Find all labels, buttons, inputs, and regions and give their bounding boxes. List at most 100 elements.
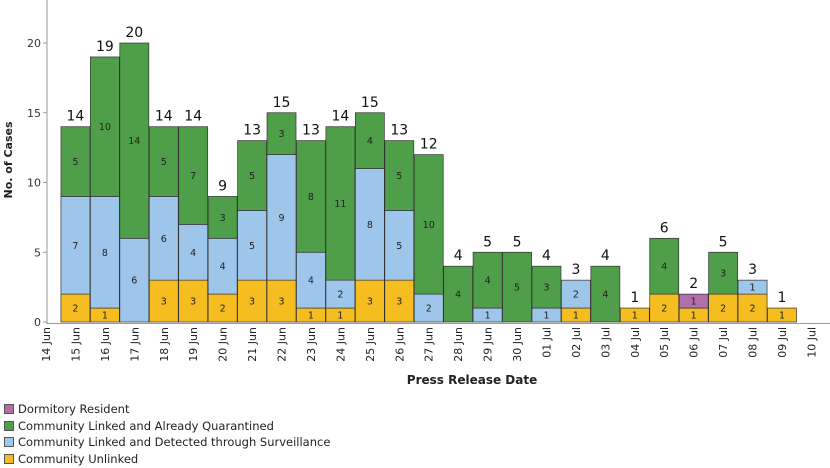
segment-value-label: 1 [543, 311, 549, 322]
segment-value-label: 3 [543, 283, 549, 294]
bar-segment[interactable] [119, 42, 150, 239]
bar-segment[interactable] [266, 112, 297, 155]
segment-value-label: 2 [720, 304, 726, 315]
legend-item[interactable]: Community Linked and Detected through Su… [4, 434, 330, 451]
bar-total-label: 5 [483, 234, 492, 250]
legend: Dormitory Resident Community Linked and A… [4, 401, 330, 467]
x-tick-label: 16 Jun [99, 327, 112, 362]
bar-segment[interactable] [678, 293, 709, 309]
bar-total-label: 15 [361, 95, 379, 111]
bar-segment[interactable] [413, 293, 444, 323]
segment-value-label: 1 [632, 311, 638, 322]
legend-item[interactable]: Community Unlinked [4, 451, 330, 468]
segment-value-label: 3 [220, 213, 226, 224]
bar-segment[interactable] [148, 279, 179, 323]
bar-segment[interactable] [90, 196, 120, 309]
y-tick-label: 15 [27, 107, 41, 120]
bar-segment[interactable] [178, 224, 209, 281]
bar-segment[interactable] [531, 265, 562, 309]
bar-segment[interactable] [619, 307, 650, 323]
bar-segment[interactable] [354, 168, 385, 281]
plot-area: 2751418101961420365143471424393551339315… [60, 25, 797, 323]
bar-segment[interactable] [119, 237, 150, 323]
bar-segment[interactable] [178, 126, 209, 225]
segment-value-label: 5 [396, 171, 402, 182]
x-tick-label: 14 Jun [40, 327, 53, 362]
bar-segment[interactable] [384, 140, 415, 211]
bar-segment[interactable] [60, 196, 91, 295]
bar-segment[interactable] [148, 196, 179, 281]
bar-segment[interactable] [649, 293, 680, 323]
segment-value-label: 5 [396, 241, 402, 252]
segment-value-label: 10 [99, 122, 111, 133]
legend-item[interactable]: Community Linked and Already Quarantined [4, 418, 330, 435]
segment-value-label: 3 [161, 297, 167, 308]
bar-segment[interactable] [767, 307, 797, 323]
bar-segment[interactable] [561, 279, 591, 309]
y-tick-label: 0 [34, 316, 41, 329]
bar-segment[interactable] [708, 251, 738, 295]
bar-segment[interactable] [266, 279, 297, 323]
bar-segment[interactable] [237, 279, 267, 323]
segment-value-label: 1 [337, 311, 343, 322]
bar-segment[interactable] [325, 279, 356, 309]
bar-total-label: 20 [125, 25, 143, 41]
bar-segment[interactable] [443, 265, 474, 323]
bar-segment[interactable] [207, 196, 238, 239]
x-tick-label: 26 Jun [393, 327, 406, 362]
bar-segment[interactable] [649, 237, 680, 295]
segment-value-label: 2 [72, 304, 78, 315]
legend-label: Dormitory Resident [18, 402, 130, 417]
segment-value-label: 6 [131, 276, 137, 287]
bar-segment[interactable] [148, 126, 179, 197]
bar-segment[interactable] [178, 279, 209, 323]
segment-value-label: 4 [308, 276, 314, 287]
bar-segment[interactable] [237, 140, 267, 211]
segment-value-label: 7 [190, 171, 196, 182]
x-tick-label: 07 Jul [717, 327, 730, 358]
bar-segment[interactable] [90, 56, 120, 197]
bar-segment[interactable] [296, 251, 326, 309]
legend-swatch [4, 453, 14, 464]
legend-item[interactable]: Dormitory Resident [4, 401, 330, 418]
bar-segment[interactable] [737, 279, 768, 295]
bar-segment[interactable] [502, 251, 532, 323]
x-tick-label: 09 Jul [776, 327, 789, 358]
segment-value-label: 2 [337, 290, 343, 301]
segment-value-label: 11 [334, 199, 346, 210]
segment-value-label: 1 [691, 297, 697, 308]
segment-value-label: 1 [485, 311, 491, 322]
segment-value-label: 5 [249, 171, 255, 182]
bar-segment[interactable] [354, 279, 385, 323]
bar-segment[interactable] [413, 154, 444, 295]
x-tick-label: 20 Jun [217, 327, 230, 362]
bar-segment[interactable] [325, 126, 356, 281]
segment-value-label: 6 [161, 234, 167, 245]
segment-value-label: 5 [161, 157, 167, 168]
segment-value-label: 3 [367, 297, 373, 308]
y-axis: 0 5 10 15 20 [27, 0, 48, 329]
bar-segment[interactable] [708, 293, 738, 323]
segment-value-label: 2 [750, 304, 756, 315]
segment-value-label: 4 [190, 248, 196, 259]
bar-segment[interactable] [60, 293, 91, 323]
bar-segment[interactable] [590, 265, 621, 323]
x-tick-label: 30 Jun [511, 327, 524, 362]
bar-segment[interactable] [354, 112, 385, 169]
segment-value-label: 1 [779, 311, 785, 322]
bar-segment[interactable] [207, 237, 238, 295]
segment-value-label: 3 [720, 269, 726, 280]
bar-segment[interactable] [737, 293, 768, 323]
bar-segment[interactable] [384, 210, 415, 281]
x-tick-label: 22 Jun [276, 327, 289, 362]
bar-segment[interactable] [296, 140, 326, 253]
y-tick-label: 20 [27, 37, 41, 50]
bar-segment[interactable] [60, 126, 91, 197]
bar-total-label: 6 [660, 220, 669, 236]
bar-segment[interactable] [472, 251, 503, 309]
bar-total-label: 4 [542, 248, 551, 264]
bar-segment[interactable] [237, 210, 267, 281]
x-tick-label: 03 Jul [599, 327, 612, 358]
legend-swatch [4, 420, 14, 431]
segment-value-label: 3 [396, 297, 402, 308]
